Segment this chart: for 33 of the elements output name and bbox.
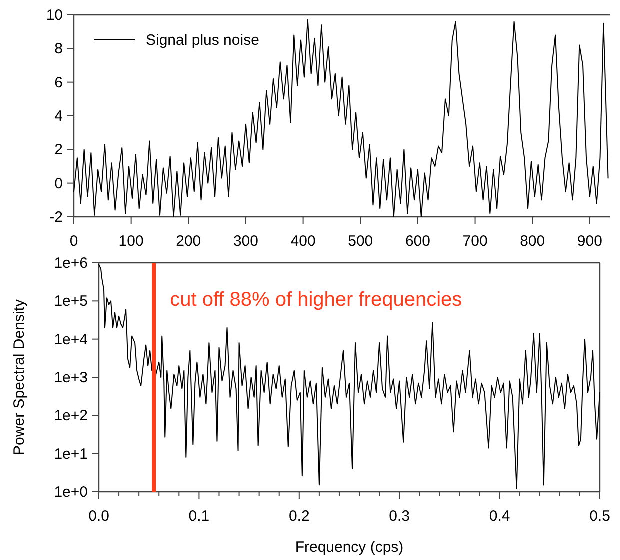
y-tick-label: 8 — [54, 40, 63, 58]
y-tick-label: 0 — [54, 175, 63, 192]
x-tick-label: 500 — [348, 233, 374, 250]
y-tick-label: 1e+0 — [54, 484, 88, 501]
x-tick-label: 0.3 — [389, 508, 410, 525]
x-tick-label: 900 — [577, 233, 602, 250]
x-tick-label: 0.0 — [88, 508, 110, 525]
y-axis-title: Power Spectral Density — [11, 299, 28, 456]
y-tick-label: 4 — [54, 108, 63, 125]
y-tick-label: 2 — [54, 142, 63, 159]
y-tick-label: 1e+4 — [54, 331, 88, 348]
x-tick-label: 400 — [290, 233, 316, 250]
y-tick-label: 6 — [54, 74, 63, 92]
y-tick-label: 1e+5 — [54, 293, 88, 310]
x-tick-label: 100 — [118, 233, 144, 250]
x-axis-title: Frequency (cps) — [295, 539, 404, 556]
x-tick-label: 0.4 — [489, 508, 510, 525]
y-tick-label: 10 — [46, 7, 63, 24]
y-tick-label: -2 — [50, 209, 63, 226]
y-tick-label: 1e+2 — [54, 408, 88, 425]
x-tick-label: 0.1 — [188, 508, 210, 525]
x-tick-label: 200 — [176, 233, 202, 250]
x-tick-label: 800 — [520, 233, 546, 250]
x-tick-label: 0.2 — [288, 508, 310, 525]
x-tick-label: 0.5 — [590, 508, 610, 525]
y-tick-label: 1e+1 — [54, 446, 88, 463]
x-tick-label: 300 — [233, 233, 258, 250]
y-tick-label: 1e+6 — [54, 255, 88, 272]
ref-line-label: cut off 88% of higher frequencies — [170, 289, 462, 311]
x-tick-label: 700 — [462, 233, 488, 250]
y-tick-label: 1e+3 — [54, 370, 88, 386]
legend-label: Signal plus noise — [146, 32, 260, 49]
x-tick-label: 600 — [405, 233, 430, 250]
